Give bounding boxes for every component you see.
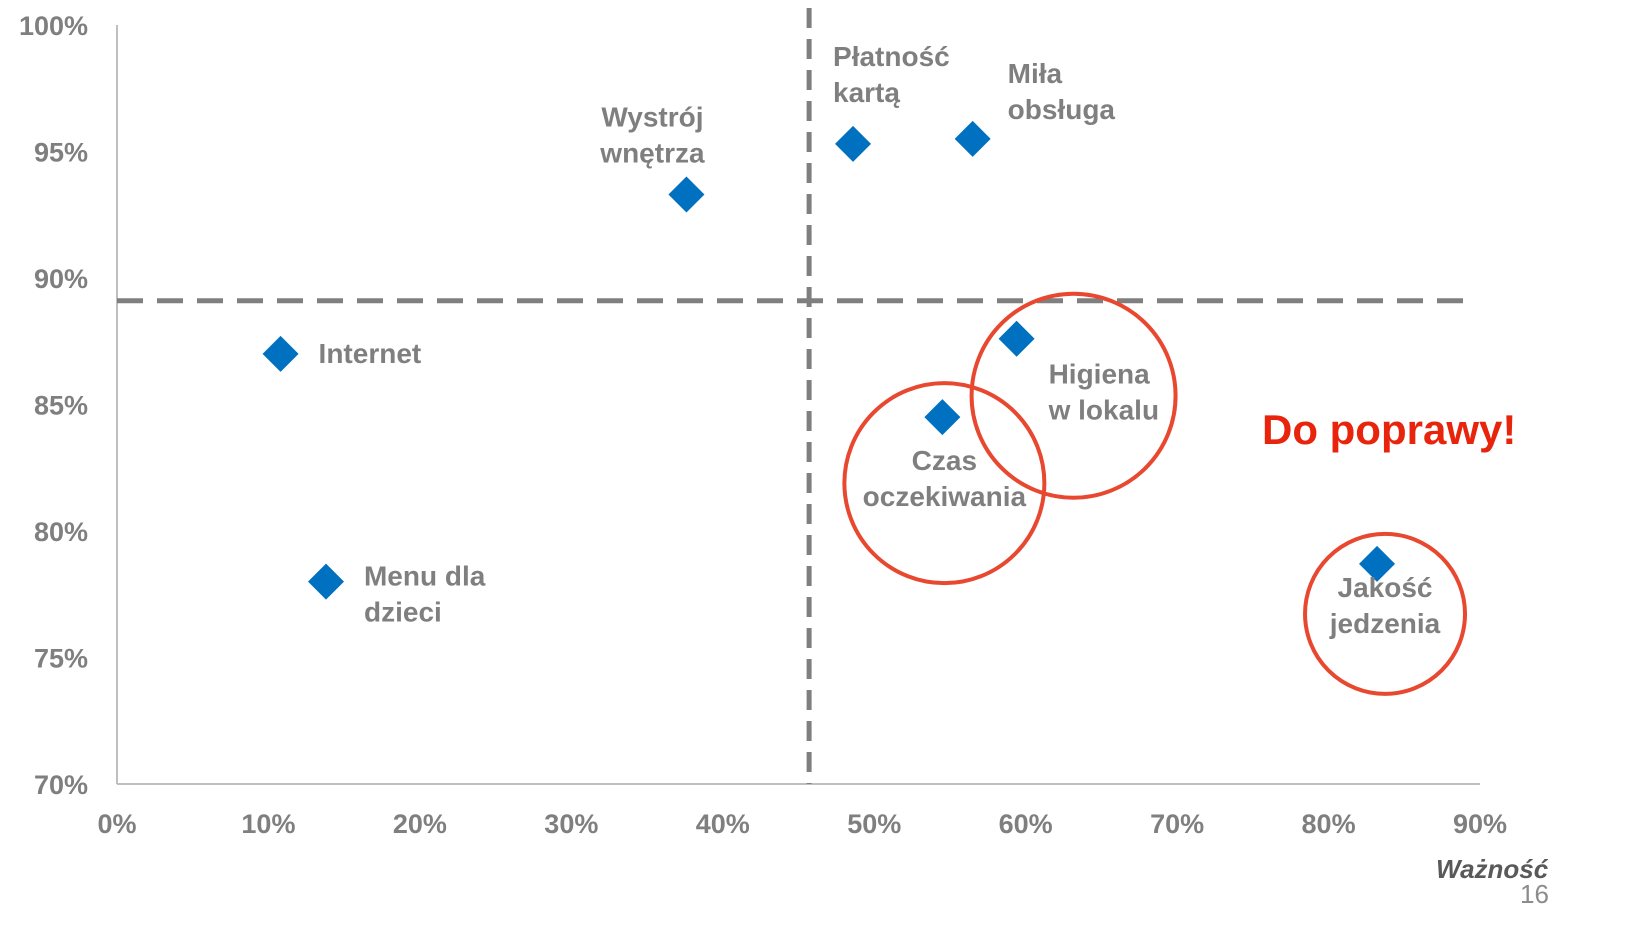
point-label-line: Internet — [319, 338, 422, 369]
point-label: Jakość jedzenia — [1329, 572, 1441, 639]
point-label-line: Jakość — [1338, 572, 1433, 603]
x-tick-label: 80% — [1302, 809, 1356, 839]
point-label-line: dzieci — [364, 597, 442, 628]
scatter-point — [1359, 545, 1396, 582]
scatter-point — [924, 399, 961, 436]
x-tick-label: 10% — [241, 809, 295, 839]
point-label-line: Miła — [1008, 58, 1063, 89]
scatter-point — [668, 176, 705, 213]
point-label-line: oczekiwania — [863, 481, 1027, 512]
point-label: Menu dla dzieci — [364, 561, 486, 628]
point-label: Czas oczekiwania — [863, 445, 1027, 512]
y-tick-label: 95% — [34, 138, 88, 168]
x-tick-label: 20% — [393, 809, 447, 839]
y-tick-label: 80% — [34, 517, 88, 547]
scatter-point — [307, 563, 344, 600]
x-tick-label: 70% — [1150, 809, 1204, 839]
scatter-point — [262, 335, 299, 372]
x-tick-label: 0% — [97, 809, 136, 839]
y-tick-label: 100% — [19, 11, 88, 41]
point-label-line: jedzenia — [1329, 608, 1441, 639]
highlight-circle — [969, 291, 1178, 500]
point-label-line: Płatność — [833, 41, 950, 72]
x-tick-label: 90% — [1453, 809, 1507, 839]
x-tick-label: 60% — [999, 809, 1053, 839]
point-label-line: obsługa — [1008, 94, 1116, 125]
point-label: Wystrój wnętrza — [599, 102, 705, 169]
y-tick-label: 75% — [34, 644, 88, 674]
point-label: Płatność kartą — [833, 41, 950, 108]
scatter-point — [954, 120, 991, 157]
point-label: Miła obsługa — [1008, 58, 1116, 125]
page-number: 16 — [1520, 879, 1549, 909]
point-label: Internet — [319, 338, 422, 369]
y-tick-label: 85% — [34, 391, 88, 421]
point-label-line: Wystrój — [601, 102, 703, 133]
x-axis-title: Ważność — [1436, 854, 1549, 884]
highlight-circle — [1303, 531, 1468, 696]
point-label-line: Higiena — [1049, 359, 1151, 390]
point-label-line: kartą — [833, 77, 900, 108]
scatter-point — [998, 320, 1035, 357]
point-label-line: wnętrza — [599, 138, 705, 169]
x-tick-label: 50% — [847, 809, 901, 839]
point-label-line: w lokalu — [1048, 395, 1159, 426]
y-tick-label: 70% — [34, 770, 88, 800]
point-label-line: Menu dla — [364, 561, 486, 592]
callout-text: Do poprawy! — [1262, 406, 1516, 453]
highlight-circle — [842, 381, 1047, 586]
x-tick-label: 30% — [544, 809, 598, 839]
point-label-line: Czas — [912, 445, 977, 476]
y-tick-label: 90% — [34, 264, 88, 294]
point-label: Higiena w lokalu — [1048, 359, 1159, 426]
scatter-point — [835, 125, 872, 162]
x-tick-label: 40% — [696, 809, 750, 839]
